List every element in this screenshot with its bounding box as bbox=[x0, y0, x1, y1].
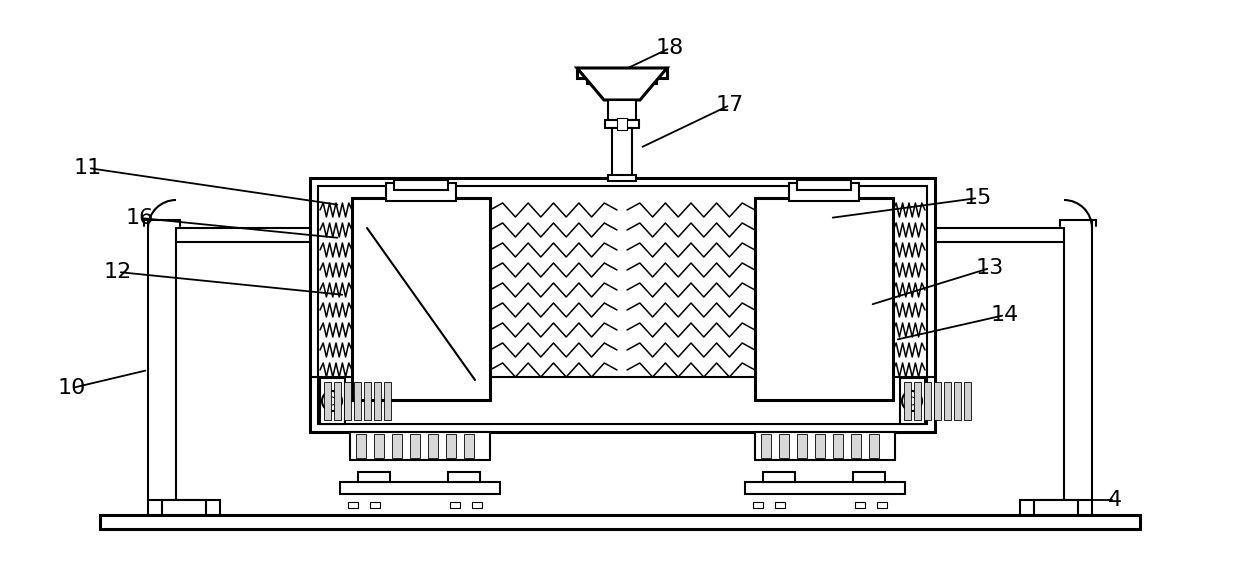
Text: 17: 17 bbox=[715, 95, 744, 115]
Text: 14: 14 bbox=[991, 305, 1019, 325]
Text: 4: 4 bbox=[1107, 490, 1122, 510]
Bar bbox=[797, 180, 851, 190]
Bar bbox=[365, 382, 371, 420]
Bar bbox=[428, 434, 438, 458]
Text: 13: 13 bbox=[976, 258, 1004, 278]
Bar bbox=[348, 502, 358, 508]
Bar bbox=[317, 186, 928, 424]
Bar bbox=[410, 434, 420, 458]
Bar bbox=[869, 434, 879, 458]
Bar bbox=[343, 382, 351, 420]
Bar bbox=[392, 434, 402, 458]
Text: 12: 12 bbox=[104, 262, 133, 282]
Bar bbox=[761, 434, 771, 458]
Bar bbox=[374, 382, 381, 420]
Bar bbox=[775, 502, 785, 508]
Bar bbox=[324, 382, 331, 420]
Bar bbox=[394, 180, 448, 190]
Bar bbox=[789, 183, 859, 201]
Bar bbox=[358, 472, 391, 482]
Bar bbox=[353, 382, 361, 420]
Bar bbox=[608, 100, 636, 120]
Bar bbox=[914, 382, 921, 420]
Bar bbox=[853, 472, 885, 482]
Polygon shape bbox=[577, 68, 667, 100]
Bar bbox=[374, 434, 384, 458]
Bar bbox=[370, 502, 379, 508]
Bar bbox=[356, 434, 366, 458]
Bar bbox=[340, 482, 500, 494]
Bar bbox=[352, 198, 490, 400]
Bar bbox=[464, 434, 474, 458]
Text: 16: 16 bbox=[126, 208, 154, 228]
Bar bbox=[472, 502, 482, 508]
Bar bbox=[877, 502, 887, 508]
Bar bbox=[320, 378, 345, 424]
Bar bbox=[386, 183, 456, 201]
Bar bbox=[904, 382, 911, 420]
Bar bbox=[745, 482, 905, 494]
Bar bbox=[763, 472, 795, 482]
Bar bbox=[605, 120, 639, 128]
Bar bbox=[1034, 500, 1078, 515]
Bar bbox=[954, 382, 961, 420]
Text: 11: 11 bbox=[74, 158, 102, 178]
Bar bbox=[448, 472, 480, 482]
Bar bbox=[608, 175, 636, 181]
Text: 18: 18 bbox=[656, 38, 684, 58]
Bar bbox=[334, 382, 341, 420]
Bar bbox=[350, 432, 490, 460]
Bar bbox=[577, 68, 667, 78]
Bar bbox=[944, 382, 951, 420]
Bar bbox=[924, 382, 931, 420]
Bar bbox=[1021, 500, 1092, 515]
Bar bbox=[148, 500, 219, 515]
Bar bbox=[851, 434, 861, 458]
Bar bbox=[310, 178, 935, 432]
Bar bbox=[755, 432, 895, 460]
Bar bbox=[384, 382, 391, 420]
Bar bbox=[446, 434, 456, 458]
Text: 10: 10 bbox=[58, 378, 87, 398]
Bar bbox=[833, 434, 843, 458]
Bar bbox=[450, 502, 460, 508]
Bar bbox=[618, 118, 627, 130]
Bar bbox=[753, 502, 763, 508]
Bar bbox=[779, 434, 789, 458]
Bar bbox=[856, 502, 866, 508]
Bar bbox=[100, 515, 1140, 529]
Bar bbox=[963, 382, 971, 420]
Text: 15: 15 bbox=[963, 188, 992, 208]
Bar bbox=[755, 198, 893, 400]
Bar bbox=[797, 434, 807, 458]
Bar bbox=[162, 500, 206, 515]
Bar bbox=[815, 434, 825, 458]
Bar bbox=[934, 382, 941, 420]
Bar bbox=[587, 78, 657, 84]
Bar bbox=[900, 378, 925, 424]
Bar bbox=[613, 128, 632, 180]
